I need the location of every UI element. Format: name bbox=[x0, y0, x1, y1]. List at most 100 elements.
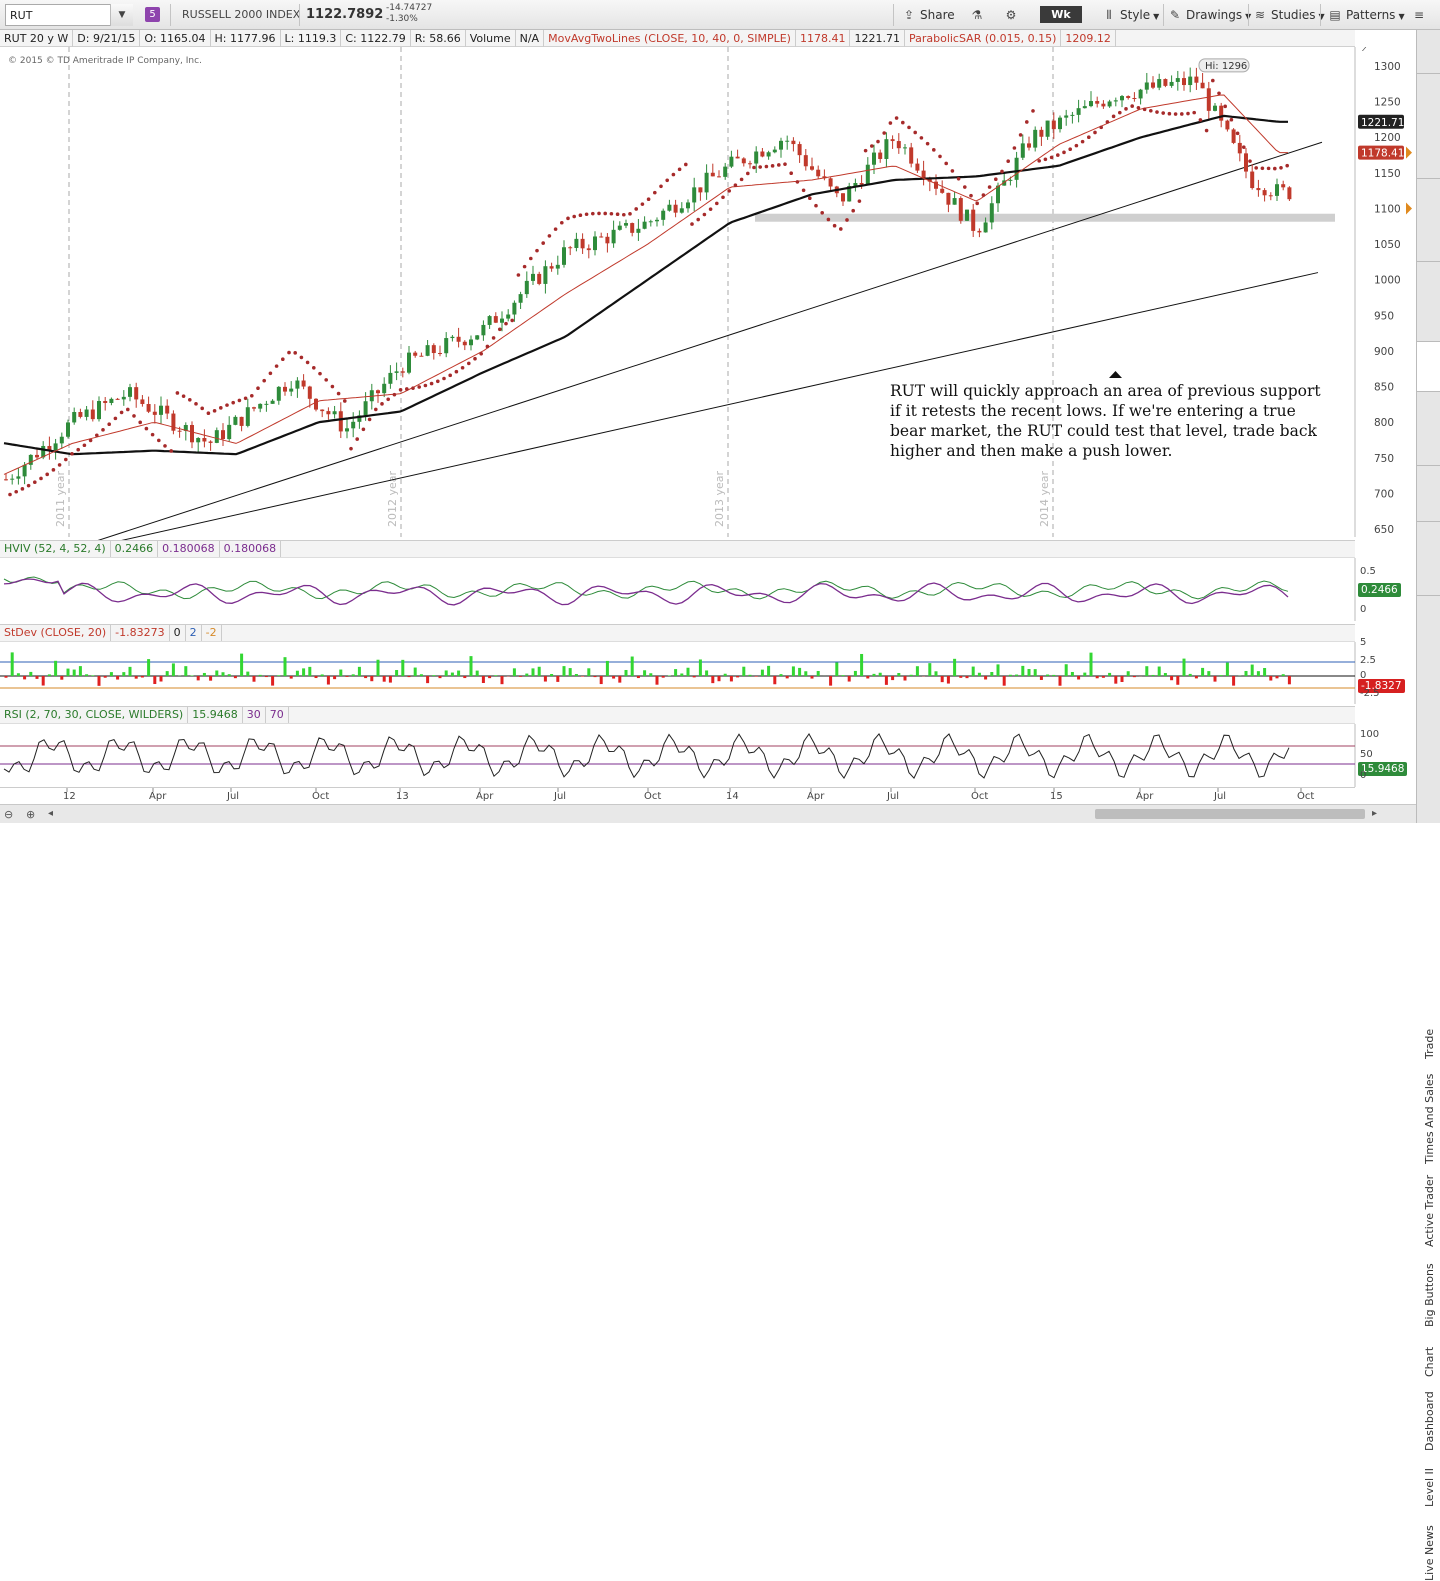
candle-body bbox=[959, 198, 963, 221]
candle-body bbox=[72, 412, 76, 422]
candle-body bbox=[178, 431, 182, 432]
tab-big-buttons[interactable]: Big Buttons bbox=[1417, 262, 1440, 342]
price-change: -14.74727-1.30% bbox=[386, 3, 432, 25]
zoom-in-icon[interactable]: ⊕ bbox=[26, 808, 35, 821]
annotation-line: higher and then make a push lower. bbox=[890, 441, 1350, 461]
candle-body bbox=[612, 230, 616, 243]
stdev-bar bbox=[829, 676, 832, 686]
candle-body bbox=[791, 141, 795, 144]
psar-dot bbox=[287, 351, 291, 355]
share-button[interactable]: ⇪Share bbox=[902, 4, 955, 26]
chevron-down-icon[interactable]: ▼ bbox=[110, 4, 133, 26]
psar-dot bbox=[300, 356, 304, 360]
stdev-bar bbox=[1040, 676, 1043, 680]
candle-body bbox=[85, 410, 89, 417]
ma-study-label[interactable]: MovAvgTwoLines (CLOSE, 10, 40, 0, SIMPLE… bbox=[544, 30, 796, 47]
psar-dot bbox=[1205, 129, 1209, 133]
candle-body bbox=[66, 422, 70, 436]
stdev-bar bbox=[718, 676, 721, 681]
gear-icon: ⚙ bbox=[1004, 4, 1018, 26]
tab-live-news[interactable]: Live News bbox=[1417, 522, 1440, 596]
psar-dot bbox=[275, 364, 279, 368]
candle-body bbox=[171, 414, 175, 431]
time-tick-label: Apr bbox=[476, 791, 494, 802]
drawings-button[interactable]: ✎Drawings▼ bbox=[1168, 4, 1251, 26]
psar-dot bbox=[213, 409, 217, 413]
tab-trade[interactable]: Trade bbox=[1417, 30, 1440, 74]
psar-dot bbox=[1186, 112, 1190, 116]
psar-study-label[interactable]: ParabolicSAR (0.015, 0.15) bbox=[905, 30, 1061, 47]
symbol-link-badge[interactable]: 5 bbox=[145, 7, 160, 22]
tab-active-trader[interactable]: Active Trader bbox=[1417, 179, 1440, 262]
psar-dot bbox=[1230, 118, 1234, 122]
candle-body bbox=[314, 399, 318, 410]
stdev-bar bbox=[122, 672, 125, 676]
candle-body bbox=[996, 186, 1000, 204]
stdev-bar bbox=[339, 670, 342, 676]
psar-dot bbox=[380, 402, 384, 406]
psar-dot bbox=[101, 428, 105, 432]
tab-level-ii[interactable]: Level II bbox=[1417, 466, 1440, 522]
stdev-bar bbox=[1170, 676, 1173, 680]
scrollbar-thumb[interactable] bbox=[1095, 809, 1365, 819]
candle-body bbox=[785, 141, 789, 142]
stdev-study-label[interactable]: StDev (CLOSE, 20) bbox=[0, 625, 111, 641]
patterns-button[interactable]: ▤Patterns▼ bbox=[1328, 4, 1405, 26]
settings-button[interactable]: ⚙ bbox=[1004, 4, 1022, 26]
candle-body bbox=[903, 147, 907, 148]
candle-body bbox=[103, 401, 107, 403]
stdev-bar bbox=[1251, 665, 1254, 676]
stdev-bar bbox=[284, 657, 287, 676]
price-tick-label: 800 bbox=[1374, 417, 1394, 429]
stdev-bar bbox=[321, 674, 324, 676]
psar-dot bbox=[560, 221, 564, 225]
stdev-bar bbox=[215, 670, 218, 676]
flask-button[interactable]: ⚗ bbox=[970, 4, 988, 26]
candle-body bbox=[550, 266, 554, 268]
candle-body bbox=[109, 399, 113, 403]
candle-body bbox=[264, 404, 268, 405]
stdev-bar bbox=[153, 676, 156, 684]
scroll-left-icon[interactable]: ◂ bbox=[48, 808, 53, 819]
stdev-bar bbox=[290, 676, 293, 679]
candle-body bbox=[1225, 121, 1229, 130]
zoom-out-icon[interactable]: ⊖ bbox=[4, 808, 13, 821]
candle-body bbox=[965, 210, 969, 221]
stdev-bar bbox=[519, 676, 522, 677]
symbol-period[interactable]: RUT 20 y W bbox=[0, 30, 73, 47]
psar-dot bbox=[665, 178, 669, 182]
timeframe-button[interactable]: Wk bbox=[1040, 6, 1082, 23]
rsi-panel[interactable] bbox=[0, 724, 1416, 787]
stdev-bar bbox=[854, 671, 857, 676]
style-button[interactable]: ⫴Style▼ bbox=[1102, 4, 1159, 26]
stdev-bar bbox=[135, 676, 138, 679]
hviv-value-badge: 0.2466 bbox=[1358, 583, 1401, 597]
stdev-bar bbox=[234, 676, 237, 678]
rsi-study-label[interactable]: RSI (2, 70, 30, CLOSE, WILDERS) bbox=[0, 707, 188, 723]
stdev-bar bbox=[780, 674, 783, 676]
chart-scrollbar[interactable]: ⊖ ⊕ ◂ ▸ bbox=[0, 804, 1416, 823]
hviv-panel[interactable] bbox=[0, 558, 1416, 621]
psar-dot bbox=[1112, 115, 1116, 119]
stdev-bar bbox=[246, 672, 249, 676]
psar-dot bbox=[461, 366, 465, 370]
candle-body bbox=[140, 399, 144, 404]
candle-body bbox=[946, 193, 950, 205]
tab-chart[interactable]: Chart bbox=[1417, 342, 1440, 392]
stdev-panel[interactable] bbox=[0, 642, 1416, 704]
psar-dot bbox=[622, 213, 626, 217]
candle-body bbox=[1256, 188, 1260, 190]
scroll-right-icon[interactable]: ▸ bbox=[1372, 808, 1377, 819]
psar-dot bbox=[70, 452, 74, 456]
tab-times-and-sales[interactable]: Times And Sales bbox=[1417, 74, 1440, 179]
stdev-bar bbox=[110, 672, 113, 676]
tab-dashboard[interactable]: Dashboard bbox=[1417, 392, 1440, 466]
menu-button[interactable]: ≡ bbox=[1412, 4, 1430, 26]
hviv-study-label[interactable]: HVIV (52, 4, 52, 4) bbox=[0, 541, 111, 557]
psar-dot bbox=[1000, 170, 1004, 174]
bar-high: H: 1177.96 bbox=[211, 30, 281, 47]
hi-label: Hi: 1296 bbox=[1205, 61, 1247, 72]
studies-button[interactable]: ≋Studies▼ bbox=[1253, 4, 1325, 26]
